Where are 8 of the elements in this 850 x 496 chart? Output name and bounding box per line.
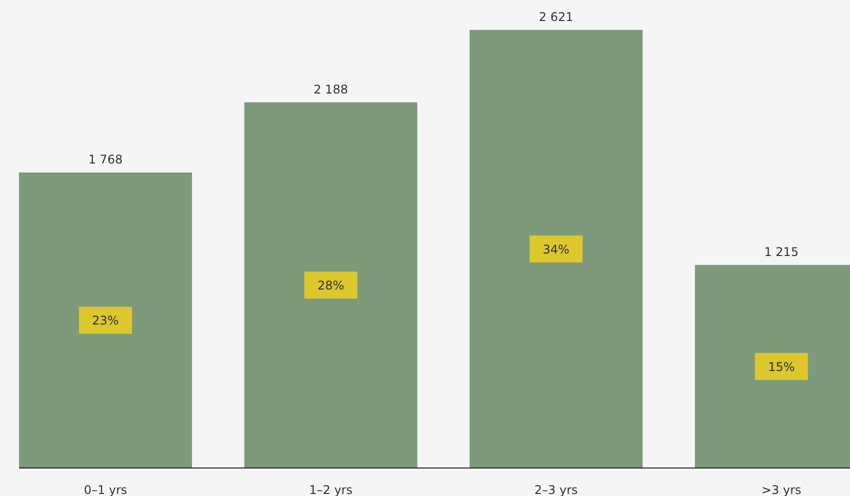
- annotation: 23%: [92, 314, 119, 328]
- data-label: 1 215: [764, 244, 799, 259]
- data-label: 1 768: [88, 152, 123, 166]
- annotation: 34%: [542, 242, 570, 256]
- annotation: 15%: [768, 360, 795, 374]
- data-label: 2 621: [538, 10, 574, 24]
- data-label: 2 188: [314, 82, 348, 96]
- annotation: 28%: [317, 278, 344, 293]
